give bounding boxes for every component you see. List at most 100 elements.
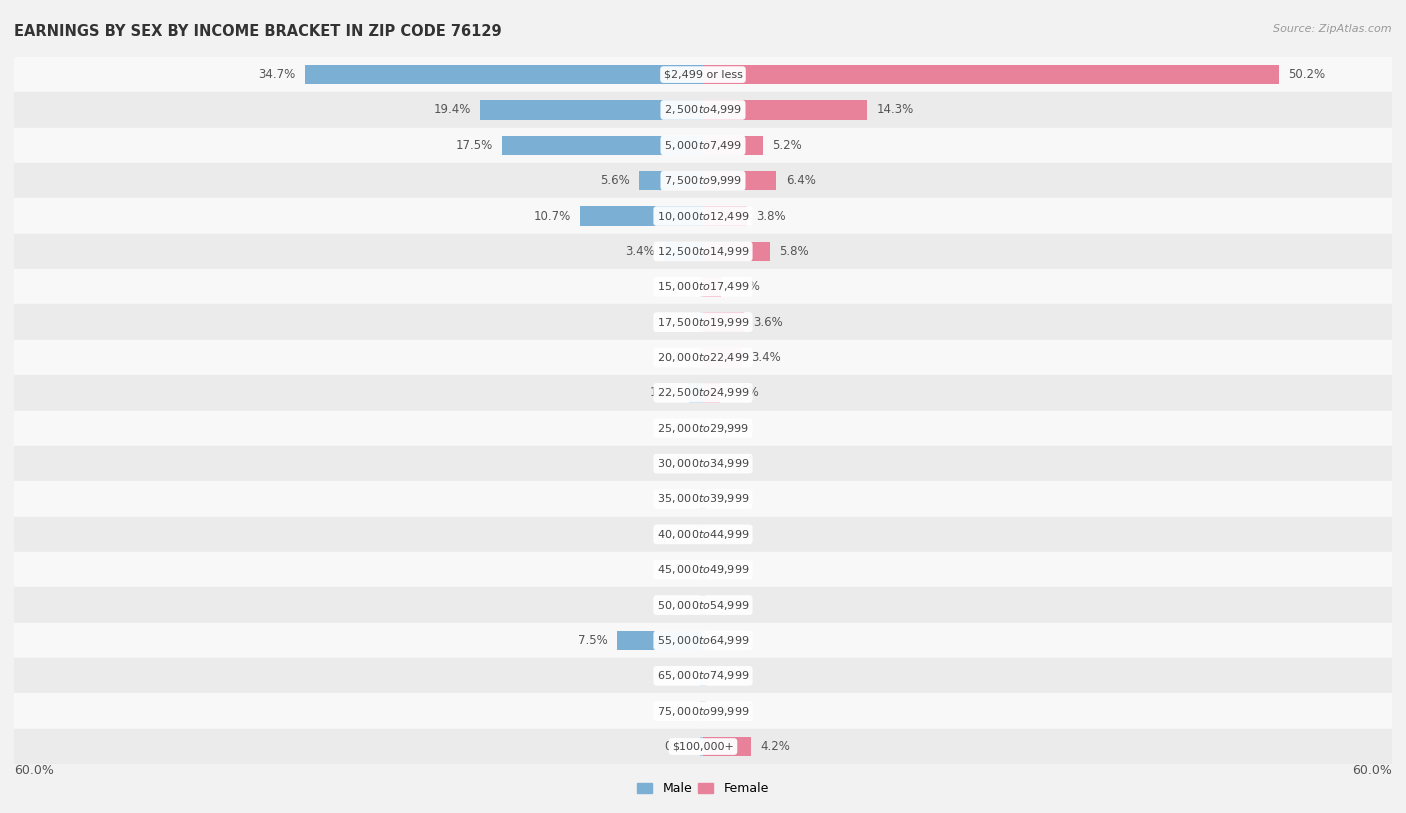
Bar [700,489,703,509]
Bar [703,348,742,367]
Text: 60.0%: 60.0% [14,764,53,777]
Text: 14.3%: 14.3% [876,103,914,116]
Bar [703,702,706,721]
Bar [689,383,703,402]
Bar [703,241,769,261]
Bar [703,277,721,297]
Text: 1.5%: 1.5% [730,386,759,399]
Bar [700,560,703,580]
Text: $50,000 to $54,999: $50,000 to $54,999 [657,598,749,611]
Bar [703,312,744,332]
Text: 7.5%: 7.5% [578,634,607,647]
Bar [703,631,706,650]
Text: 0.0%: 0.0% [664,563,693,576]
Text: 5.6%: 5.6% [600,174,630,187]
Text: 0.0%: 0.0% [664,280,693,293]
Text: 50.2%: 50.2% [1289,68,1326,81]
Text: $20,000 to $22,499: $20,000 to $22,499 [657,351,749,364]
Bar [14,57,1392,92]
Text: 5.8%: 5.8% [779,245,808,258]
Text: $55,000 to $64,999: $55,000 to $64,999 [657,634,749,647]
Bar [703,136,762,155]
Text: 0.0%: 0.0% [713,669,742,682]
Bar [14,552,1392,587]
Bar [502,136,703,155]
Bar [305,65,703,85]
Text: 4.2%: 4.2% [761,740,790,753]
Bar [14,163,1392,198]
Bar [14,517,1392,552]
Bar [14,729,1392,764]
Bar [14,481,1392,517]
Bar [700,737,703,756]
Bar [14,623,1392,659]
Bar [617,631,703,650]
Text: $5,000 to $7,499: $5,000 to $7,499 [664,139,742,152]
Bar [700,524,703,544]
Bar [703,100,868,120]
Text: 0.0%: 0.0% [664,740,693,753]
Legend: Male, Female: Male, Female [633,777,773,801]
Text: 0.0%: 0.0% [664,351,693,364]
Text: 0.0%: 0.0% [713,634,742,647]
Text: 0.0%: 0.0% [713,705,742,718]
Text: $15,000 to $17,499: $15,000 to $17,499 [657,280,749,293]
Text: $35,000 to $39,999: $35,000 to $39,999 [657,493,749,506]
Text: $45,000 to $49,999: $45,000 to $49,999 [657,563,749,576]
Text: $75,000 to $99,999: $75,000 to $99,999 [657,705,749,718]
Text: 0.0%: 0.0% [713,598,742,611]
Text: $40,000 to $44,999: $40,000 to $44,999 [657,528,749,541]
Bar [703,524,706,544]
Bar [14,659,1392,693]
Text: $100,000+: $100,000+ [672,741,734,751]
Bar [703,560,706,580]
Text: $2,500 to $4,999: $2,500 to $4,999 [664,103,742,116]
Bar [700,595,703,615]
Bar [14,269,1392,304]
Bar [14,304,1392,340]
Text: 60.0%: 60.0% [1353,764,1392,777]
Text: 1.2%: 1.2% [650,386,681,399]
Text: $7,500 to $9,999: $7,500 to $9,999 [664,174,742,187]
Text: 0.0%: 0.0% [713,457,742,470]
Text: 1.6%: 1.6% [731,280,761,293]
Text: 0.0%: 0.0% [664,457,693,470]
Text: 0.0%: 0.0% [713,528,742,541]
Text: 5.2%: 5.2% [772,139,801,152]
Text: 10.7%: 10.7% [534,210,571,223]
Text: 17.5%: 17.5% [456,139,494,152]
Text: 0.0%: 0.0% [664,528,693,541]
Bar [14,587,1392,623]
Bar [14,446,1392,481]
Bar [703,171,776,190]
Text: $22,500 to $24,999: $22,500 to $24,999 [657,386,749,399]
Text: 3.8%: 3.8% [756,210,786,223]
Bar [14,198,1392,234]
Text: $12,500 to $14,999: $12,500 to $14,999 [657,245,749,258]
Text: $10,000 to $12,499: $10,000 to $12,499 [657,210,749,223]
Bar [700,702,703,721]
Text: $17,500 to $19,999: $17,500 to $19,999 [657,315,749,328]
Bar [14,128,1392,163]
Text: 3.6%: 3.6% [754,315,783,328]
Bar [703,419,706,438]
Bar [700,312,703,332]
Bar [481,100,703,120]
Bar [703,207,747,226]
Text: 3.4%: 3.4% [626,245,655,258]
Bar [703,737,751,756]
Bar [703,489,706,509]
Bar [700,419,703,438]
Text: 0.0%: 0.0% [713,563,742,576]
Text: 0.0%: 0.0% [664,705,693,718]
Text: 0.0%: 0.0% [664,315,693,328]
Text: 0.0%: 0.0% [664,669,693,682]
Text: $65,000 to $74,999: $65,000 to $74,999 [657,669,749,682]
Bar [14,233,1392,269]
Bar [638,171,703,190]
Text: 6.4%: 6.4% [786,174,815,187]
Bar [700,277,703,297]
Bar [700,666,703,685]
Text: $30,000 to $34,999: $30,000 to $34,999 [657,457,749,470]
Text: 0.0%: 0.0% [664,422,693,435]
